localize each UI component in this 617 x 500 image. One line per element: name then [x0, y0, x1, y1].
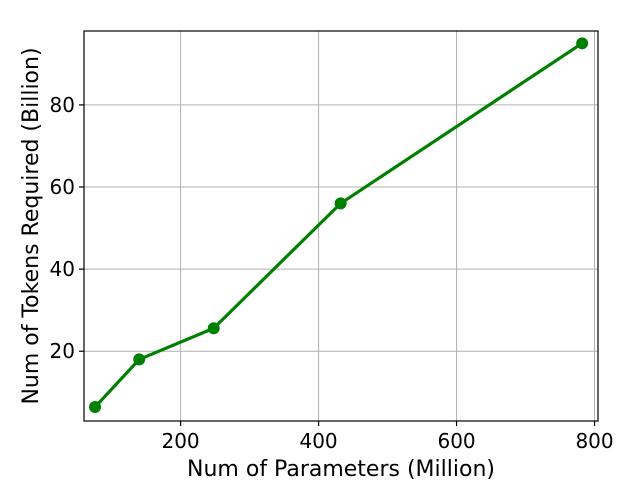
x-tick-label: 200	[161, 429, 199, 453]
y-axis-label: Num of Tokens Required (Billion)	[19, 47, 44, 404]
data-point	[89, 401, 102, 414]
y-tick-label: 20	[50, 339, 75, 363]
series-layer	[89, 37, 589, 414]
data-point	[207, 322, 220, 335]
x-tick-label: 400	[299, 429, 337, 453]
series-line	[93, 41, 584, 409]
data-point	[133, 353, 146, 366]
y-tick-label: 80	[50, 93, 75, 117]
x-tick-label: 800	[575, 429, 613, 453]
data-point	[334, 197, 347, 210]
plot-frame	[83, 30, 599, 422]
x-tick-label: 600	[437, 429, 475, 453]
grid	[84, 31, 598, 421]
ticks: 200 400 600 800 20 40 60 80	[50, 93, 614, 453]
x-axis-label: Num of Parameters (Million)	[187, 457, 495, 482]
data-point	[576, 37, 589, 50]
y-tick-label: 60	[50, 175, 75, 199]
y-tick-label: 40	[50, 257, 75, 281]
